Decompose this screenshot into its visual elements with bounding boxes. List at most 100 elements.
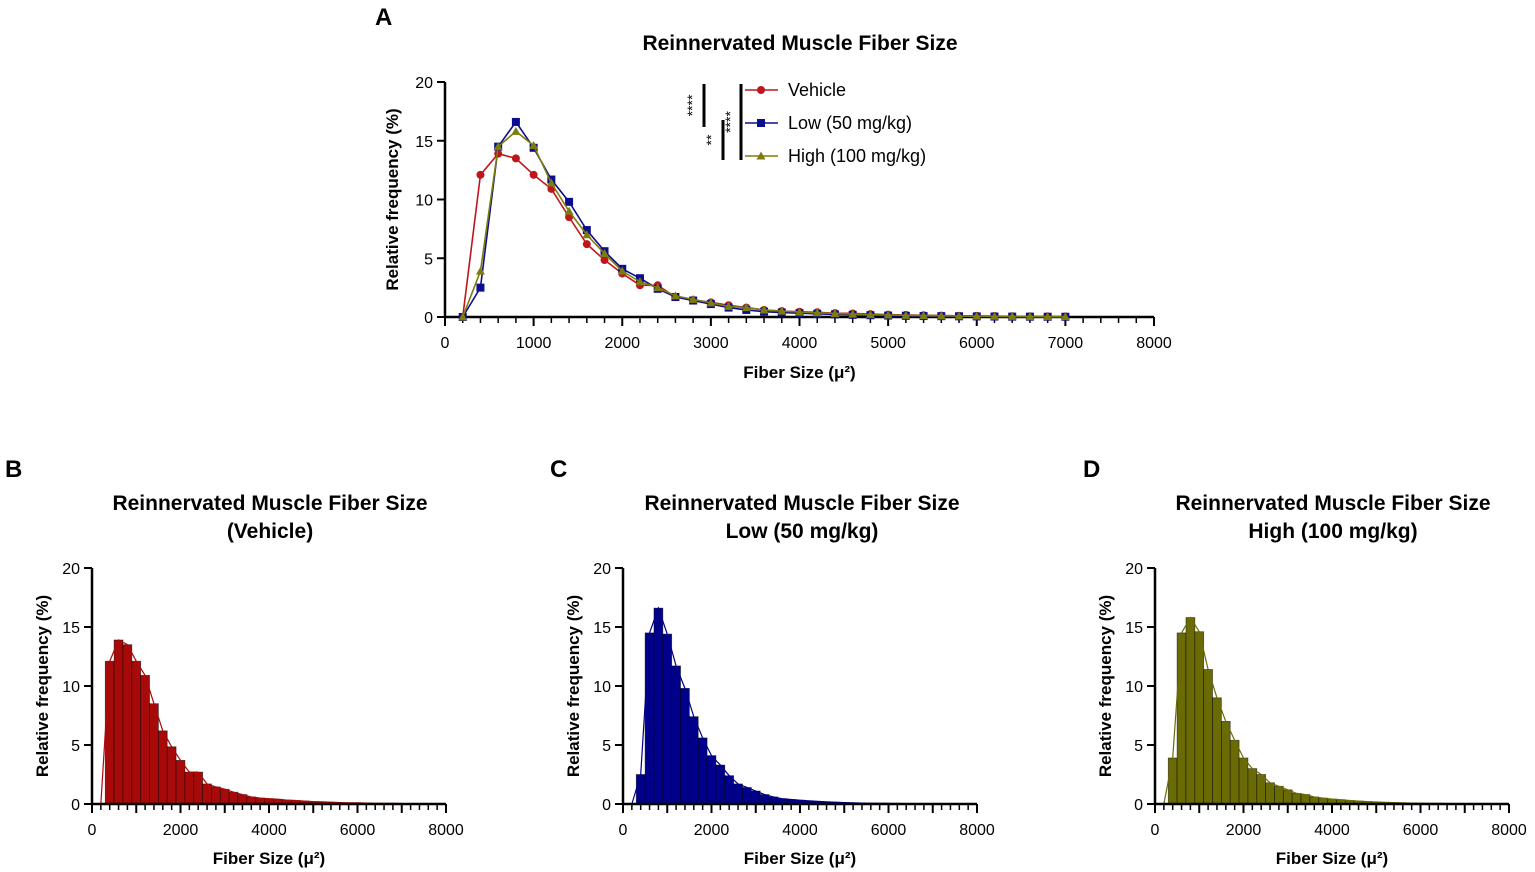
histogram-bar — [742, 787, 752, 805]
data-point — [511, 154, 520, 163]
panel-a: A Reinnervated Muscle Fiber Size 0 1000 2000… — [375, 4, 1172, 382]
data-point — [582, 240, 591, 249]
data-point — [1025, 312, 1035, 321]
x-tick-label: 2000 — [694, 822, 730, 839]
significance-annotations: ********** — [684, 84, 743, 160]
data-point — [617, 266, 627, 275]
data-point — [919, 311, 929, 320]
data-point — [972, 311, 982, 320]
histogram-bar — [131, 660, 142, 805]
data-point — [635, 277, 645, 286]
data-point — [493, 142, 503, 151]
y-tick-label: 20 — [415, 75, 433, 92]
histogram-bar — [1194, 631, 1205, 805]
x-tick-label: 0 — [1151, 822, 1160, 839]
y-tick-label: 20 — [62, 561, 80, 578]
y-tick-label: 0 — [424, 310, 433, 327]
panel-letter: D — [1083, 456, 1100, 483]
x-tick-label: 4000 — [251, 822, 287, 839]
histogram-bar — [680, 687, 690, 805]
x-tick-label: 6000 — [871, 822, 907, 839]
data-point — [565, 197, 574, 206]
x-tick-label: 6000 — [959, 335, 995, 352]
data-point — [476, 170, 485, 179]
y-tick-label: 10 — [593, 679, 611, 696]
histogram-bar — [653, 607, 664, 805]
y-tick-label: 20 — [593, 561, 611, 578]
y-axis-label: Relative frequency (%) — [33, 595, 52, 777]
y-tick-label: 0 — [71, 797, 80, 814]
legend-label: High (100 mg/kg) — [788, 146, 926, 166]
legend-marker — [757, 119, 765, 127]
data-point — [1007, 311, 1017, 320]
x-tick-label: 0 — [619, 822, 628, 839]
panel-letter: A — [375, 4, 392, 31]
data-point — [848, 309, 858, 318]
x-tick-label: 2000 — [604, 335, 640, 352]
y-tick-label: 20 — [1125, 561, 1143, 578]
histogram-bar — [750, 790, 761, 805]
histogram-bar — [1282, 789, 1293, 805]
data-point — [901, 310, 911, 319]
chart-title: Reinnervated Muscle Fiber Size — [1175, 492, 1490, 515]
y-tick-label: 15 — [593, 620, 611, 637]
x-tick-label: 8000 — [1136, 335, 1172, 352]
data-point — [529, 140, 539, 149]
x-tick-label: 6000 — [340, 822, 376, 839]
legend-label: Low (50 mg/kg) — [788, 113, 912, 133]
histogram-bar — [175, 759, 186, 805]
histogram-bar — [1256, 774, 1267, 805]
histogram-bar — [1176, 632, 1187, 805]
x-axis-label: Fiber Size (μ²) — [213, 849, 325, 868]
data-point — [865, 310, 875, 319]
y-tick-label: 5 — [71, 738, 80, 755]
histogram-bar — [228, 791, 239, 805]
data-point — [600, 249, 610, 258]
series-line — [462, 120, 1066, 318]
x-axis-label: Fiber Size (μ²) — [744, 849, 856, 868]
data-point — [582, 230, 592, 239]
data-point — [759, 305, 769, 314]
x-tick-label: 0 — [88, 822, 97, 839]
data-point — [600, 256, 609, 265]
histogram-bar — [157, 730, 168, 805]
histogram-bar — [1291, 792, 1302, 805]
x-tick-label: 0 — [441, 335, 450, 352]
histogram-bar — [706, 755, 717, 805]
histogram-bar — [1220, 721, 1231, 805]
legend: Vehicle Low (50 mg/kg) High (100 mg/kg) — [745, 80, 926, 166]
data-point — [670, 291, 680, 300]
histogram-bar — [1167, 757, 1178, 805]
histogram-bar — [724, 775, 735, 805]
chart-title: Reinnervated Muscle Fiber Size — [112, 492, 427, 515]
x-tick-label: 1000 — [516, 335, 552, 352]
y-tick-label: 15 — [415, 134, 433, 151]
data-point — [883, 310, 893, 319]
histogram-bar — [140, 674, 150, 805]
x-tick-label: 6000 — [1403, 822, 1439, 839]
data-point — [1060, 312, 1070, 321]
data-point — [511, 126, 521, 135]
y-tick-label: 5 — [1134, 738, 1143, 755]
y-tick-label: 5 — [424, 251, 433, 268]
data-point — [511, 117, 520, 126]
data-point — [582, 226, 591, 235]
legend-marker — [756, 151, 766, 160]
histogram-bar — [166, 746, 177, 805]
y-tick-label: 10 — [62, 679, 80, 696]
data-point — [706, 298, 716, 307]
histogram-bar — [671, 665, 681, 805]
histogram-bars — [1167, 617, 1470, 805]
data-point — [741, 303, 751, 312]
y-tick-label: 15 — [62, 620, 80, 637]
data-point — [546, 178, 556, 187]
histogram-bar — [688, 716, 699, 805]
data-point — [688, 294, 698, 303]
data-point — [936, 311, 946, 320]
chart-subtitle: Low (50 mg/kg) — [726, 520, 879, 543]
series-triangle — [458, 126, 1070, 321]
data-point — [830, 308, 840, 317]
x-tick-label: 2000 — [1226, 822, 1262, 839]
y-tick-label: 15 — [1125, 620, 1143, 637]
